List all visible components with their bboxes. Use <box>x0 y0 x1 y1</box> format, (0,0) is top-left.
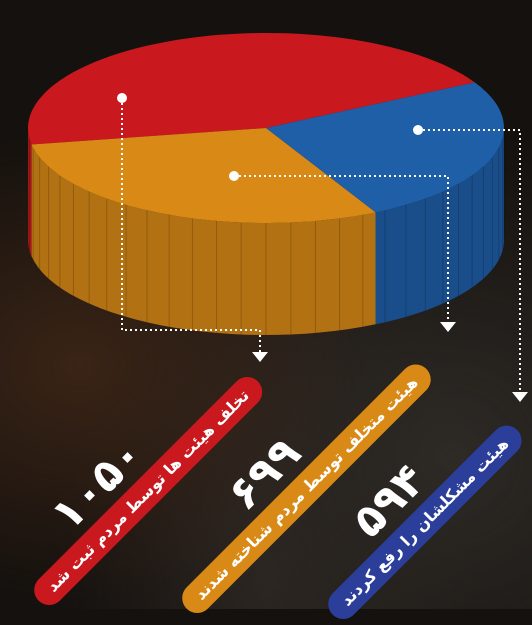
pie-side-resolved <box>375 128 504 325</box>
pie-side-identified <box>31 144 376 335</box>
pie-chart <box>28 33 528 402</box>
pie-tops <box>28 33 504 223</box>
callout-line-resolved <box>418 129 521 392</box>
callout-arrow-identified <box>440 322 456 332</box>
callout-line-identified <box>234 175 449 322</box>
callout-line-registered <box>121 98 261 352</box>
callout-arrow-registered <box>252 352 268 362</box>
pie-side-registered <box>28 128 32 257</box>
callout-dot-identified <box>229 171 239 181</box>
pie-callouts <box>117 93 528 402</box>
pie-slice-resolved <box>266 82 504 213</box>
pie-slice-registered <box>28 33 475 145</box>
callout-dot-registered <box>117 93 127 103</box>
pie-sides <box>28 128 505 335</box>
callout-dot-resolved <box>413 125 423 135</box>
callout-arrow-resolved <box>512 392 528 402</box>
pie-slice-identified <box>31 128 376 223</box>
